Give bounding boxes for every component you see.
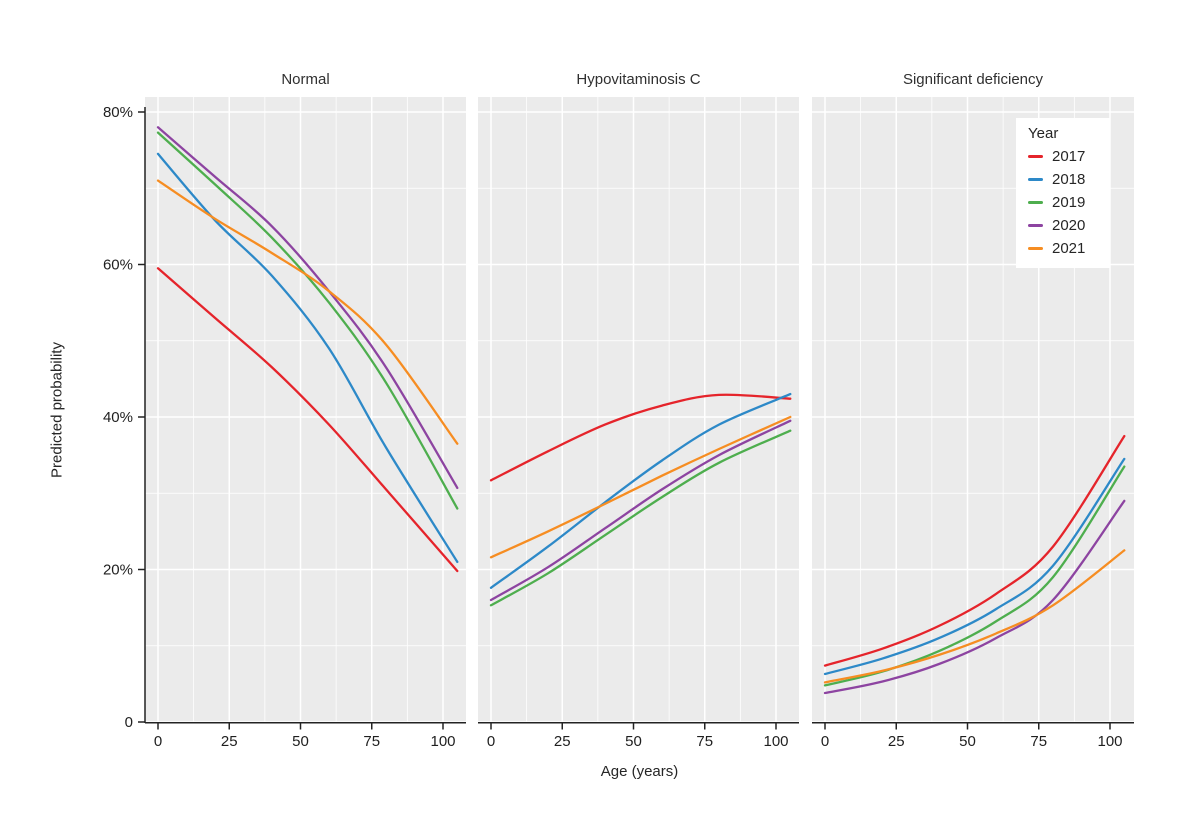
legend-label-2018: 2018: [1052, 171, 1086, 188]
panel-background: [145, 97, 466, 722]
y-tick-label: 40%: [103, 409, 133, 426]
y-tick-label: 20%: [103, 562, 133, 579]
legend-label-2019: 2019: [1052, 194, 1086, 211]
x-tick-label: 75: [363, 733, 380, 750]
legend-swatch-2018: [1028, 178, 1043, 181]
series-line-2017: [156, 267, 459, 573]
facet-title-normal: Normal: [281, 71, 330, 88]
facet-title-hypovitaminosis-c: Hypovitaminosis C: [576, 71, 701, 88]
series-line-2020: [489, 419, 792, 602]
series-line-2017: [489, 393, 792, 482]
legend-item-2017: 2017: [1028, 145, 1110, 168]
series-line-2018: [489, 392, 792, 589]
facet-title-significant-deficiency: Significant deficiency: [902, 71, 1044, 88]
x-tick-label: 0: [821, 733, 829, 750]
x-tick-label: 50: [292, 733, 309, 750]
series-line-2018: [823, 457, 1126, 676]
x-tick-label: 100: [763, 733, 788, 750]
x-tick-label: 25: [221, 733, 238, 750]
legend-label-2020: 2020: [1052, 217, 1086, 234]
legend-swatch-2020: [1028, 224, 1043, 227]
x-axis-title: Age (years): [600, 763, 679, 780]
legend-item-2020: 2020: [1028, 214, 1110, 237]
panel-normal: 0 25 50 75 100: [145, 97, 466, 750]
legend-item-2021: 2021: [1028, 237, 1110, 260]
legend-label-2021: 2021: [1052, 240, 1086, 257]
series-line-2017: [823, 434, 1126, 667]
x-tick-label: 25: [554, 733, 571, 750]
series-line-2019: [489, 429, 792, 607]
x-tick-label: 50: [625, 733, 642, 750]
y-axis-title: Predicted probability: [48, 342, 66, 478]
x-tick-label: 50: [959, 733, 976, 750]
legend-item-2018: 2018: [1028, 168, 1110, 191]
series-line-2020: [156, 126, 459, 490]
series-line-2021: [156, 179, 459, 445]
legend-label-2017: 2017: [1052, 148, 1086, 165]
x-tick-label: 75: [696, 733, 713, 750]
panel-background: [478, 97, 799, 722]
legend-swatch-2017: [1028, 155, 1043, 158]
x-tick-label: 75: [1030, 733, 1047, 750]
x-tick-label: 25: [888, 733, 905, 750]
series-line-2021: [823, 549, 1126, 684]
series-line-2020: [823, 499, 1126, 695]
y-tick-label: 60%: [103, 257, 133, 274]
series-line-2021: [489, 415, 792, 559]
series-line-2019: [156, 131, 459, 510]
x-tick-label: 0: [487, 733, 495, 750]
legend: Year 2017 2018 2019 2020 2021: [1016, 118, 1110, 268]
legend-swatch-2021: [1028, 247, 1043, 250]
y-tick-label: 0: [125, 714, 133, 731]
panel-hypovitaminosis_c: 0 25 50 75 100: [478, 97, 799, 750]
legend-swatch-2019: [1028, 201, 1043, 204]
x-tick-label: 0: [154, 733, 162, 750]
y-tick-label: 80%: [103, 104, 133, 121]
legend-title: Year: [1028, 125, 1059, 142]
x-tick-label: 100: [430, 733, 455, 750]
y-axis: 0 20% 40% 60% 80%: [103, 104, 146, 731]
x-tick-label: 100: [1097, 733, 1122, 750]
legend-item-2019: 2019: [1028, 191, 1110, 214]
legend-items: 2017 2018 2019 2020 2021: [1028, 145, 1110, 260]
